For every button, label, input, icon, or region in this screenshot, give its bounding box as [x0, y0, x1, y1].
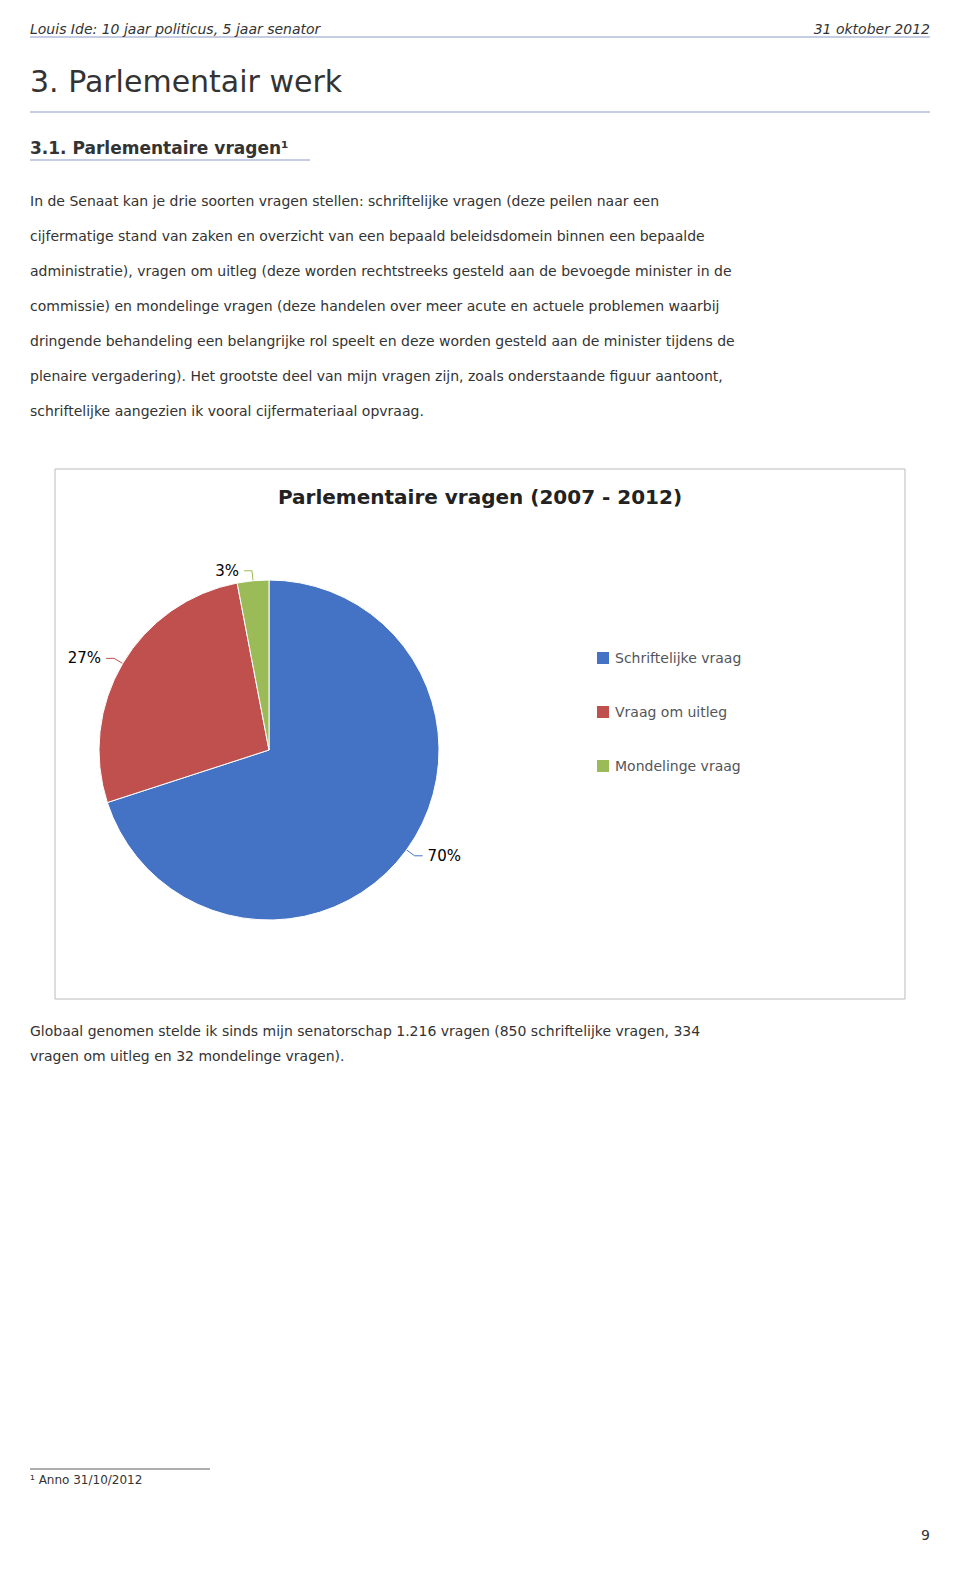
- svg-text:3. Parlementair werk: 3. Parlementair werk: [30, 64, 343, 99]
- svg-text:9: 9: [921, 1527, 930, 1543]
- svg-text:3.1. Parlementaire vragen¹: 3.1. Parlementaire vragen¹: [30, 138, 289, 158]
- svg-text:dringende behandeling een bela: dringende behandeling een belangrijke ro…: [30, 333, 735, 349]
- svg-text:Parlementaire vragen (2007 - 2: Parlementaire vragen (2007 - 2012): [278, 485, 682, 509]
- svg-text:31 oktober 2012: 31 oktober 2012: [814, 21, 930, 37]
- svg-text:Vraag om uitleg: Vraag om uitleg: [615, 704, 727, 720]
- svg-text:administratie), vragen om uitl: administratie), vragen om uitleg (deze w…: [30, 263, 732, 279]
- svg-text:Globaal genomen stelde ik sind: Globaal genomen stelde ik sinds mijn sen…: [30, 1023, 700, 1039]
- svg-text:schriftelijke aangezien ik voo: schriftelijke aangezien ik vooral cijfer…: [30, 403, 424, 419]
- svg-text:Mondelinge vraag: Mondelinge vraag: [615, 758, 741, 774]
- svg-text:commissie) en mondelinge vrage: commissie) en mondelinge vragen (deze ha…: [30, 298, 720, 314]
- svg-text:vragen om uitleg en 32 mondeli: vragen om uitleg en 32 mondelinge vragen…: [30, 1048, 344, 1064]
- svg-text:cijfermatige stand van zaken e: cijfermatige stand van zaken en overzich…: [30, 228, 705, 244]
- svg-text:70%: 70%: [428, 847, 461, 865]
- svg-text:Louis Ide: 10 jaar politicus,: Louis Ide: 10 jaar politicus, 5 jaar sen…: [30, 21, 322, 37]
- svg-text:Schriftelijke vraag: Schriftelijke vraag: [615, 650, 741, 666]
- svg-text:plenaire vergadering). Het gro: plenaire vergadering). Het grootste deel…: [30, 368, 723, 384]
- svg-text:27%: 27%: [68, 649, 101, 667]
- svg-text:¹ Anno 31/10/2012: ¹ Anno 31/10/2012: [30, 1473, 142, 1487]
- svg-text:In de Senaat kan je drie soort: In de Senaat kan je drie soorten vragen …: [30, 193, 659, 209]
- svg-text:3%: 3%: [215, 562, 239, 580]
